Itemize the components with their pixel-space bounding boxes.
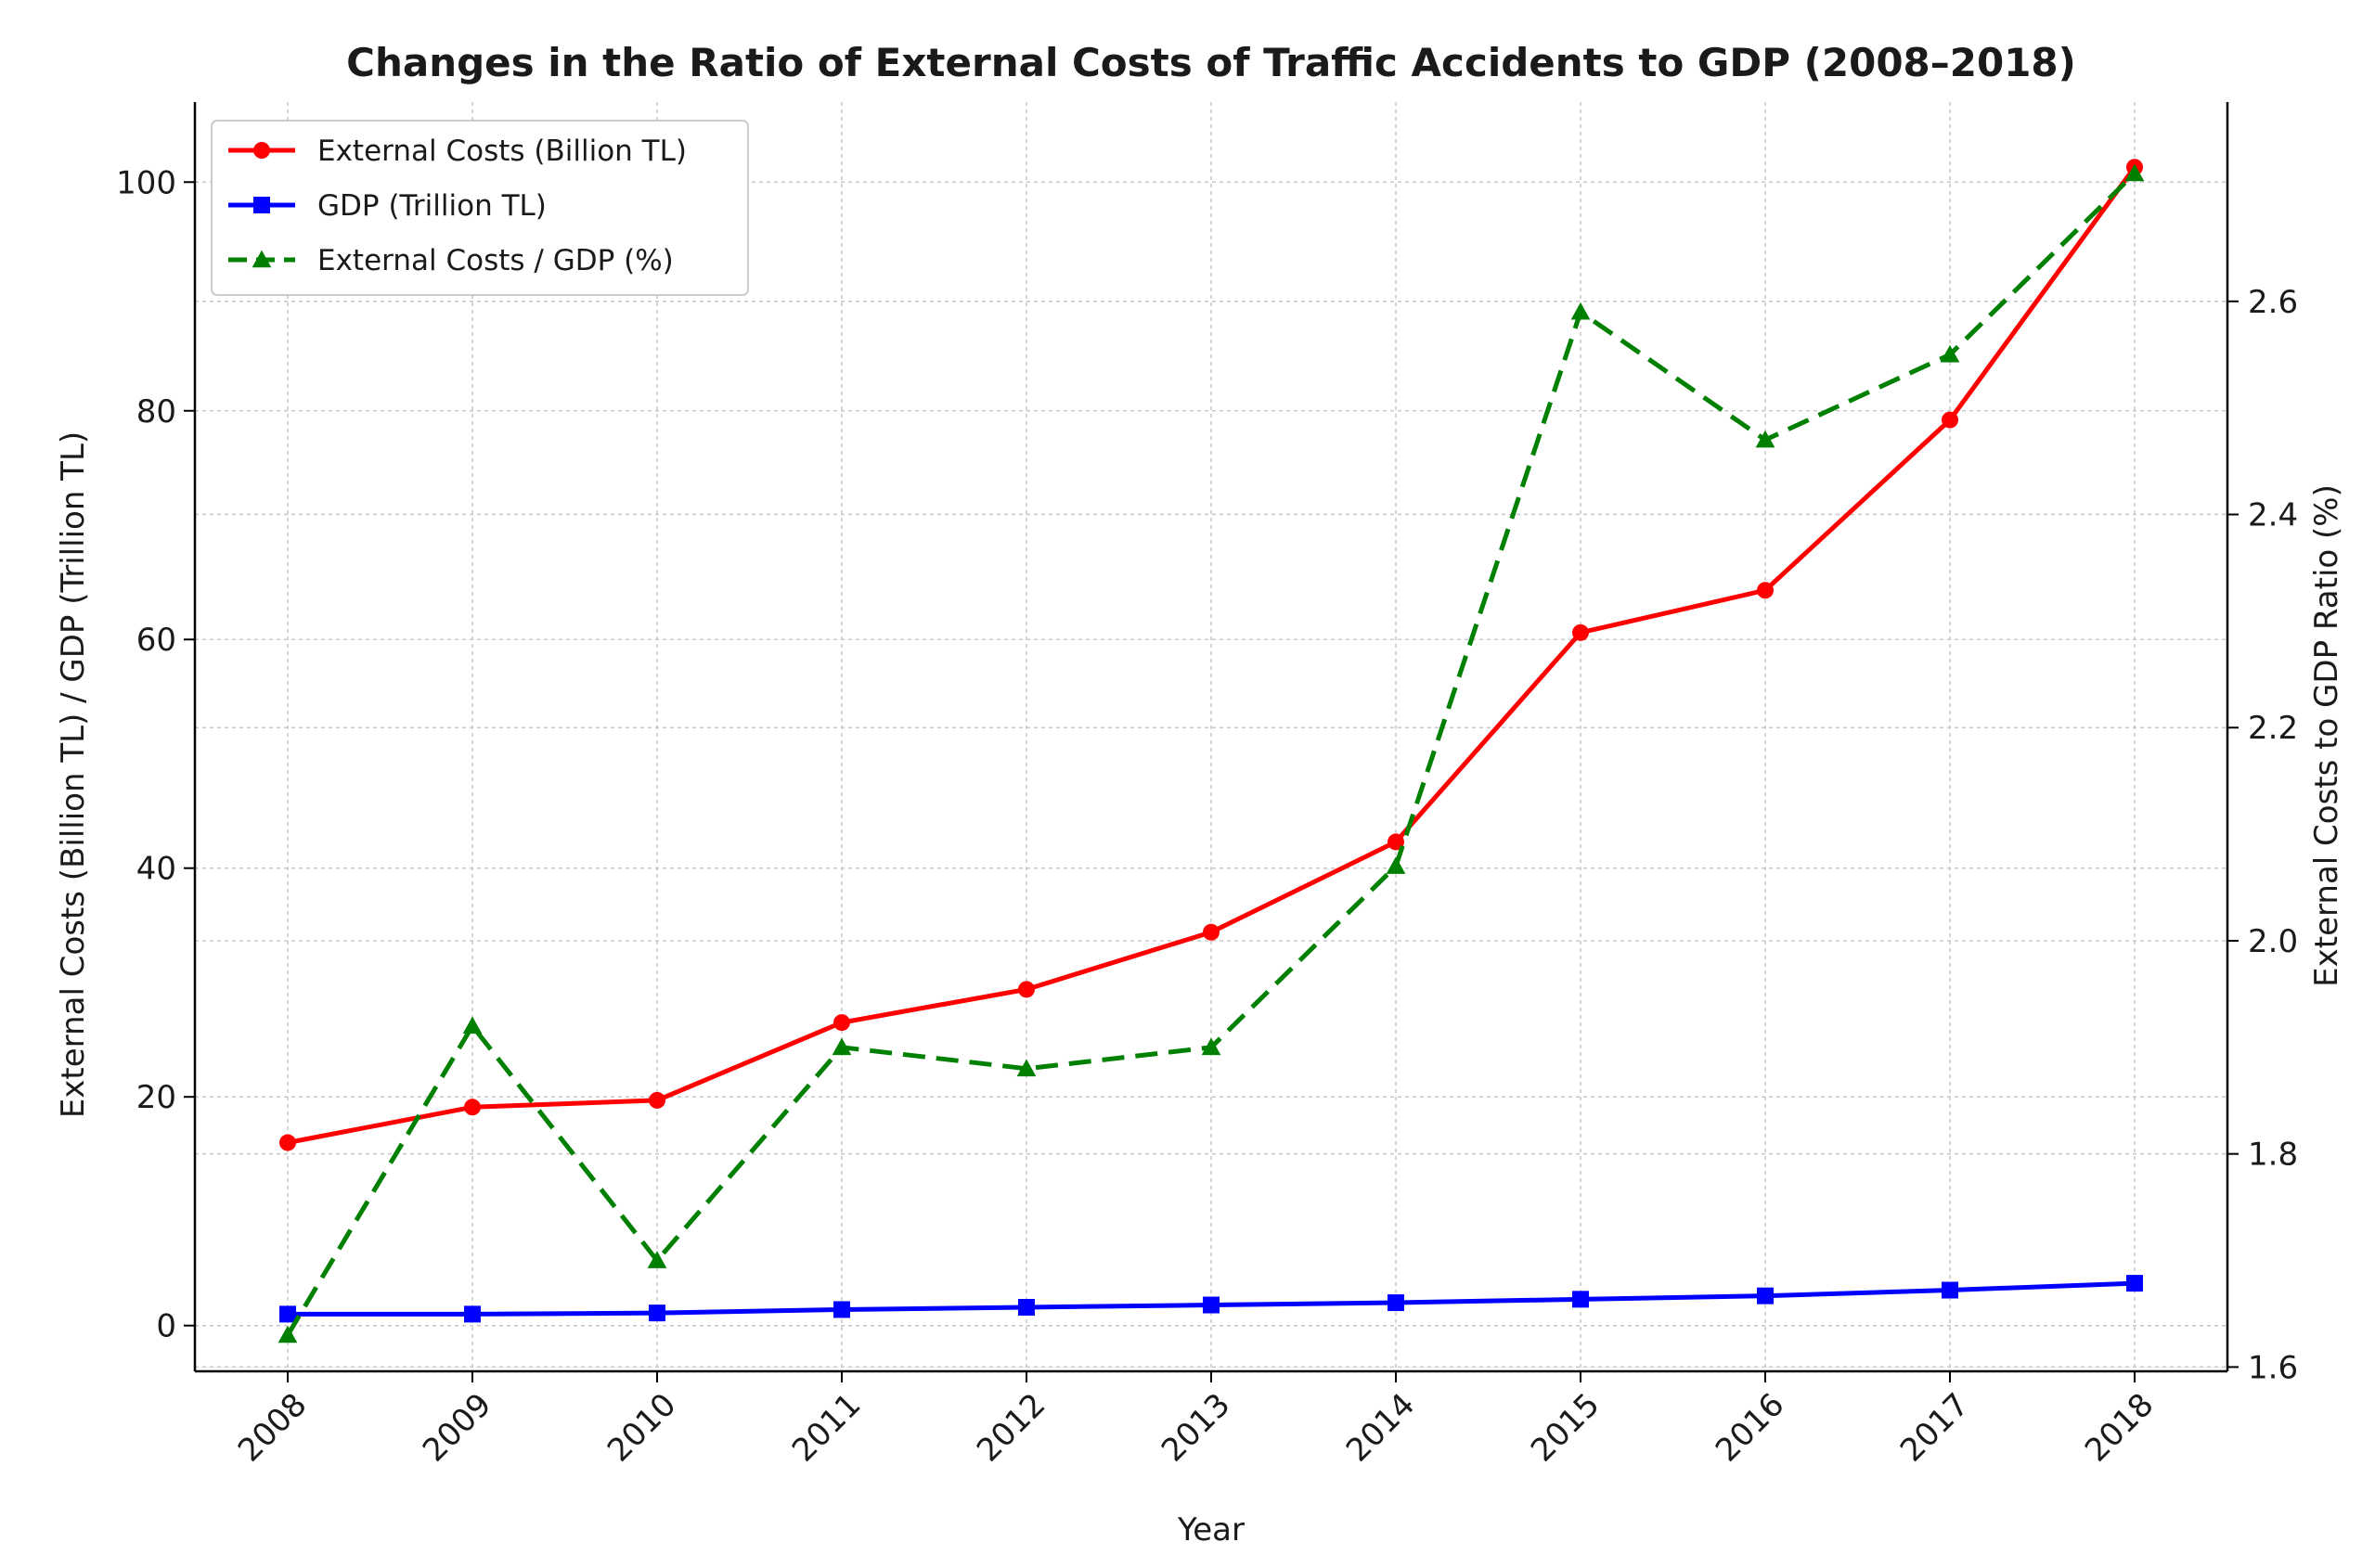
x-tick-label: 2013 [1155,1386,1237,1469]
y-right-tick-label: 2.6 [2248,284,2298,321]
data-point-square [1942,1281,1958,1299]
data-point-triangle [647,1251,667,1268]
x-axis-label: Year [1177,1511,1245,1549]
data-point-square [1203,1296,1220,1314]
axes [184,102,2239,1382]
series-2 [279,1275,2143,1323]
y-left-tick-label: 0 [156,1308,176,1345]
data-point-triangle [1016,1059,1037,1077]
data-point-circle [1203,923,1220,941]
x-tick-label: 2015 [1524,1386,1607,1469]
data-point-square [2126,1275,2143,1292]
data-point-circle [464,1099,481,1116]
data-point-triangle [2124,163,2145,182]
y-axis-left-label: External Costs (Billion TL) / GDP (Trill… [55,431,92,1118]
data-point-square [279,1305,296,1323]
legend-box [211,120,749,296]
chart-title: Changes in the Ratio of External Costs o… [346,40,2076,85]
data-point-triangle [1386,856,1406,874]
y-right-tick-label: 2.0 [2248,923,2298,960]
data-point-circle [279,1134,296,1151]
x-tick-label: 2016 [1709,1386,1791,1469]
y-right-tick-label: 2.2 [2248,710,2298,747]
data-point-triangle [252,250,272,268]
grid [195,102,2227,1371]
data-point-triangle [832,1037,852,1056]
y-left-tick-label: 40 [136,851,176,888]
data-point-circle [253,142,270,159]
data-point-circle [1757,582,1774,599]
data-point-circle [1572,623,1589,641]
y-left-tick-label: 60 [136,622,176,659]
data-point-circle [1018,981,1035,998]
data-point-square [464,1305,481,1323]
data-point-triangle [1201,1037,1221,1056]
x-tick-label: 2008 [231,1386,314,1469]
y-left-tick-label: 80 [136,393,176,431]
tick-labels: 2008 2009 2010 2011 2012 2013 2014 2015 2016 2017… [116,164,2298,1469]
data-point-triangle [278,1325,298,1343]
x-tick-label: 2018 [2078,1386,2161,1469]
x-tick-label: 2012 [970,1386,1052,1469]
series-1 [279,159,2143,1151]
data-point-square [1572,1291,1589,1308]
y-right-tick-label: 1.6 [2248,1349,2298,1386]
data-point-square [833,1301,850,1318]
x-tick-label: 2017 [1893,1386,1976,1469]
data-point-triangle [462,1016,483,1035]
x-tick-label: 2010 [600,1386,683,1469]
legend: External Costs (Billion TL) GDP (Trillion… [211,120,749,296]
data-point-square [649,1305,665,1322]
y-left-tick-label: 100 [116,164,176,201]
series-layer [278,159,2145,1343]
legend-label: External Costs / GDP (%) [317,244,674,277]
legend-items: External Costs (Billion TL) GDP (Trillion… [228,135,687,277]
legend-label: GDP (Trillion TL) [317,189,547,223]
data-point-square [1757,1287,1774,1305]
legend-label: External Costs (Billion TL) [317,135,687,168]
x-tick-label: 2011 [785,1386,868,1469]
y-axis-right-label: External Costs to GDP Ratio (%) [2308,484,2345,987]
data-point-triangle [1570,302,1591,320]
series-3 [278,163,2145,1343]
x-tick-label: 2014 [1339,1386,1422,1469]
data-point-triangle [1940,344,1960,363]
y-right-tick-label: 2.4 [2248,497,2298,534]
data-point-triangle [1755,430,1775,448]
data-point-square [1018,1298,1035,1316]
data-point-circle [1388,833,1404,851]
data-point-circle [649,1091,665,1109]
x-tick-label: 2009 [416,1386,498,1469]
data-point-square [253,197,270,213]
data-point-circle [1942,411,1958,429]
y-left-tick-label: 20 [136,1079,176,1116]
y-right-tick-label: 1.8 [2248,1137,2298,1174]
data-point-circle [833,1014,850,1032]
data-point-square [1388,1294,1404,1312]
